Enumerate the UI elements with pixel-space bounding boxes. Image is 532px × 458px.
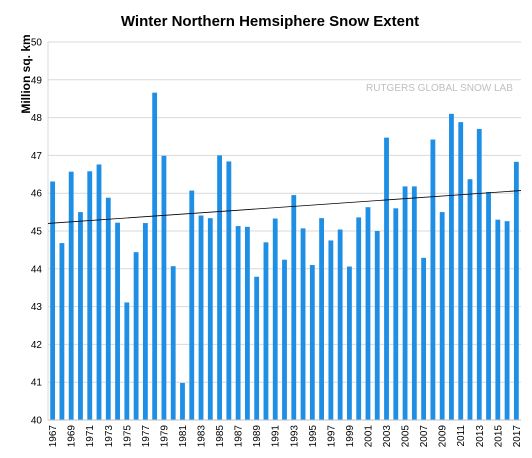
bar: [161, 155, 167, 420]
bar: [495, 219, 501, 420]
y-tick-label: 44: [31, 264, 43, 275]
bar: [449, 113, 454, 420]
bar: [374, 231, 380, 420]
y-tick-label: 46: [31, 189, 43, 200]
x-tick-label: 1969: [67, 425, 78, 448]
bar: [59, 243, 65, 420]
bar: [467, 179, 473, 420]
bar: [384, 137, 389, 420]
x-tick-labels: 1967 1969 1971 1973 1975 1977 1979 1981 1983 1985…: [48, 425, 523, 448]
x-tick-label: 2013: [475, 425, 486, 448]
bar: [365, 207, 371, 420]
y-tick-label: 47: [31, 151, 43, 162]
x-tick-label: 1973: [104, 425, 115, 448]
bar: [504, 221, 510, 420]
y-tick-label: 42: [31, 340, 43, 351]
bar: [96, 164, 102, 420]
x-tick-label: 1987: [234, 425, 245, 448]
x-tick-label: 1983: [197, 425, 208, 448]
source-annotation: RUTGERS GLOBAL SNOW LAB: [366, 83, 513, 94]
bar: [282, 259, 287, 420]
x-tick-label: 1977: [141, 425, 152, 448]
bar: [309, 265, 315, 420]
bar: [180, 382, 185, 420]
bar: [189, 190, 195, 420]
bar: [272, 218, 278, 420]
bar: [430, 139, 436, 421]
bar: [244, 226, 250, 420]
bar: [207, 218, 213, 420]
x-tick-label: 2011: [456, 425, 467, 447]
bar: [105, 197, 111, 420]
bar: [133, 252, 139, 420]
trendline: [47, 190, 522, 224]
y-tick-label: 48: [31, 113, 43, 124]
y-tick-label: 43: [31, 302, 43, 313]
bar: [115, 222, 120, 420]
bar: [513, 161, 519, 421]
x-tick-label: 1995: [308, 425, 319, 448]
y-axis-label: Million sq. km: [19, 34, 33, 113]
bar: [198, 215, 204, 420]
x-tick-label: 2003: [382, 425, 393, 448]
bar: [78, 212, 83, 420]
y-tick-label: 50: [31, 38, 43, 49]
bar: [291, 195, 297, 420]
bar: [319, 218, 325, 420]
y-tick-label: 40: [31, 416, 43, 427]
bar: [393, 208, 399, 420]
bar: [254, 276, 260, 420]
bar: [226, 161, 232, 420]
y-tick-labels: 40 41 42 43 44 45 46 47 48 49 50: [31, 38, 43, 427]
y-tick-label: 45: [31, 227, 43, 238]
x-tick-label: 1997: [326, 425, 337, 448]
bar: [263, 242, 269, 420]
y-tick-label: 41: [31, 378, 43, 389]
x-tick-label: 1967: [48, 425, 59, 448]
bar: [402, 186, 408, 420]
x-tick-label: 1991: [271, 425, 282, 448]
trendline-group: [47, 190, 522, 224]
bar: [486, 192, 491, 420]
bars: [50, 92, 519, 421]
bar: [439, 212, 445, 420]
bar: [152, 92, 158, 420]
x-tick-label: 1999: [345, 425, 356, 448]
bar: [124, 302, 130, 420]
bar: [50, 181, 56, 420]
bar: [476, 128, 482, 420]
x-tick-label: 2017: [512, 425, 523, 448]
bar: [217, 155, 222, 420]
x-tick-label: 2001: [363, 425, 374, 448]
x-tick-label: 1981: [178, 425, 189, 448]
bar: [328, 240, 334, 420]
bar: [337, 229, 343, 420]
bar: [421, 257, 427, 420]
x-tick-label: 2005: [401, 425, 412, 448]
x-tick-label: 1989: [252, 425, 263, 448]
x-tick-label: 1979: [159, 425, 170, 448]
x-tick-label: 2009: [438, 425, 449, 448]
bar: [411, 186, 417, 420]
x-tick-label: 2007: [419, 425, 430, 448]
x-tick-label: 2015: [493, 425, 504, 448]
bar: [68, 171, 74, 420]
axes: [47, 42, 521, 421]
bar: [142, 223, 148, 420]
y-tick-label: 49: [31, 75, 43, 86]
bar: [458, 122, 464, 421]
bar: [170, 266, 176, 420]
chart-title: Winter Northern Hemsiphere Snow Extent: [121, 13, 419, 30]
bar: [300, 228, 306, 420]
x-tick-label: 1975: [122, 425, 133, 448]
x-tick-label: 1985: [215, 425, 226, 448]
bar: [87, 171, 93, 420]
bar: [235, 226, 241, 420]
bar: [347, 266, 352, 420]
bar: [356, 217, 362, 420]
x-tick-label: 1971: [85, 425, 96, 448]
x-tick-label: 1993: [289, 425, 300, 448]
